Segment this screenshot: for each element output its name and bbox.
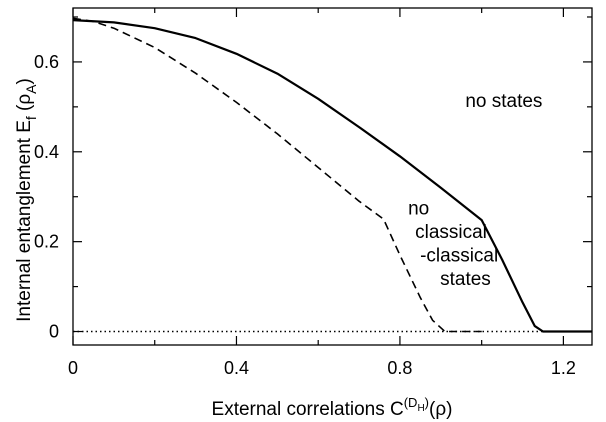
y-tick-label: 0.2 xyxy=(34,232,59,252)
tick-marks xyxy=(72,8,592,345)
y-tick-label: 0 xyxy=(49,322,59,342)
x-axis-label: External correlations C(DH)(ρ) xyxy=(212,395,453,420)
series-lines xyxy=(72,17,592,333)
annotations: no states no classical -classical states xyxy=(408,91,542,290)
annotation-no-classical: no classical -classical states xyxy=(408,199,498,291)
series-line-dashed xyxy=(72,17,482,333)
x-tick-label: 0 xyxy=(68,358,78,378)
x-tick-label: 0.4 xyxy=(224,358,249,378)
y-axis-label: Internal entanglement Ef (ρA) xyxy=(14,78,39,322)
plot-frame xyxy=(72,7,593,346)
y-tick-label: 0.6 xyxy=(34,52,59,72)
tick-labels: 0 0.4 0.8 1.2 0 0.2 0.4 0.6 xyxy=(34,52,576,378)
annotation-no-states: no states xyxy=(465,91,542,112)
x-tick-label: 1.2 xyxy=(551,358,576,378)
x-tick-label: 0.8 xyxy=(387,358,412,378)
y-tick-label: 0.4 xyxy=(34,142,59,162)
series-line-solid xyxy=(72,19,592,333)
